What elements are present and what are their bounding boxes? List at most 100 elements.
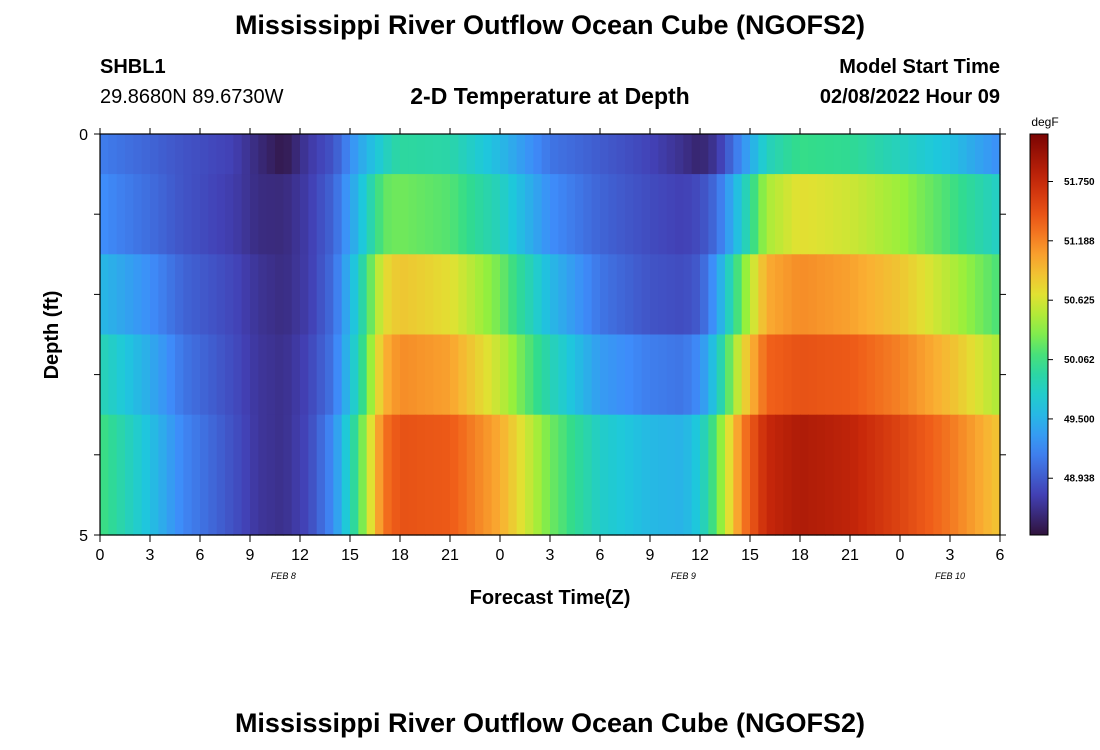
heat-cell <box>425 334 434 416</box>
heat-cell <box>375 334 384 416</box>
x-tick-label: 6 <box>196 547 205 564</box>
heat-cell <box>666 254 676 336</box>
heat-cell <box>950 174 959 255</box>
heat-cell <box>341 174 351 255</box>
heat-cell <box>675 414 684 536</box>
heat-cell <box>525 174 534 255</box>
heat-cell <box>508 414 518 536</box>
heat-cell <box>500 174 509 255</box>
heat-cell <box>491 334 501 416</box>
heat-cell <box>233 414 243 536</box>
heat-cell <box>716 414 726 536</box>
heat-cell <box>666 334 676 416</box>
heat-cell <box>958 414 968 536</box>
heat-cell <box>941 414 951 536</box>
x-tick-label: 9 <box>246 547 255 564</box>
heat-cell <box>458 174 468 255</box>
heat-cell <box>408 334 418 416</box>
heat-cell <box>583 174 593 255</box>
heat-cell <box>216 334 226 416</box>
heat-cell <box>725 254 734 336</box>
heat-cell <box>441 254 451 336</box>
heat-cell <box>500 134 509 175</box>
heat-cell <box>858 414 868 536</box>
heat-cell <box>716 334 726 416</box>
heat-cell <box>641 334 651 416</box>
heat-cell <box>950 414 959 536</box>
colorbar <box>1029 133 1049 536</box>
heat-cell <box>275 414 284 536</box>
heat-cell <box>708 254 718 336</box>
heat-cell <box>800 254 809 336</box>
heat-cell <box>566 254 576 336</box>
heat-cell <box>608 134 618 175</box>
heat-cell <box>975 134 984 175</box>
heat-cell <box>916 174 926 255</box>
heat-cell <box>850 174 859 255</box>
heat-cell <box>750 414 759 536</box>
heat-cell <box>741 414 751 536</box>
heat-cell <box>900 174 909 255</box>
heat-cell <box>116 414 126 536</box>
heat-cell <box>358 174 368 255</box>
x-tick-label: 12 <box>291 547 309 564</box>
model-start-label: Model Start Time <box>839 56 1000 78</box>
heat-cell <box>400 254 409 336</box>
heat-cell <box>950 334 959 416</box>
heat-cell <box>400 414 409 536</box>
heat-cell <box>475 334 484 416</box>
heat-cell <box>566 134 576 175</box>
y-tick-label: 5 <box>79 528 88 545</box>
heat-cell <box>966 414 976 536</box>
heat-cell <box>791 134 801 175</box>
heat-cell <box>291 134 301 175</box>
heat-cell <box>500 334 509 416</box>
heat-cell <box>483 134 493 175</box>
heat-cell <box>266 334 276 416</box>
heat-cell <box>583 414 593 536</box>
heat-cell <box>591 334 601 416</box>
plot-title: 2-D Temperature at Depth <box>410 83 690 109</box>
repeated-title: Mississippi River Outflow Ocean Cube (NG… <box>234 708 866 738</box>
heat-cell <box>183 254 193 336</box>
heat-cell <box>400 174 409 255</box>
heat-cell <box>291 334 301 416</box>
heat-cell <box>225 134 234 175</box>
heat-cell <box>133 334 143 416</box>
heat-cell <box>658 414 668 536</box>
heat-cell <box>216 174 226 255</box>
heat-cell <box>375 134 384 175</box>
heat-cell <box>933 414 943 536</box>
heat-cell <box>125 414 134 536</box>
heat-cell <box>733 174 743 255</box>
heat-cell <box>200 254 209 336</box>
heat-cell <box>741 174 751 255</box>
heat-cell <box>966 174 976 255</box>
heat-cell <box>958 334 968 416</box>
heat-cell <box>900 334 909 416</box>
heat-cell <box>150 414 159 536</box>
heat-cell <box>275 174 284 255</box>
colorbar-tick-label: 50.625 <box>1064 296 1095 307</box>
heat-cell <box>875 174 884 255</box>
heat-cell <box>641 414 651 536</box>
heat-cell <box>633 254 643 336</box>
heat-cell <box>925 134 934 175</box>
heat-cell <box>550 254 559 336</box>
heat-cell <box>208 174 218 255</box>
heat-cell <box>908 334 918 416</box>
heat-cell <box>333 334 343 416</box>
heat-cell <box>558 134 568 175</box>
heat-cell <box>833 414 843 536</box>
heat-cell <box>250 414 259 536</box>
heat-cell <box>508 174 518 255</box>
heat-cell <box>566 174 576 255</box>
x-tick-label: 0 <box>96 547 105 564</box>
heat-cell <box>633 174 643 255</box>
heat-cell <box>100 414 109 536</box>
heat-cell <box>825 254 834 336</box>
heat-cell <box>858 254 868 336</box>
heat-cell <box>491 254 501 336</box>
heat-cell <box>391 334 401 416</box>
heat-cell <box>183 334 193 416</box>
